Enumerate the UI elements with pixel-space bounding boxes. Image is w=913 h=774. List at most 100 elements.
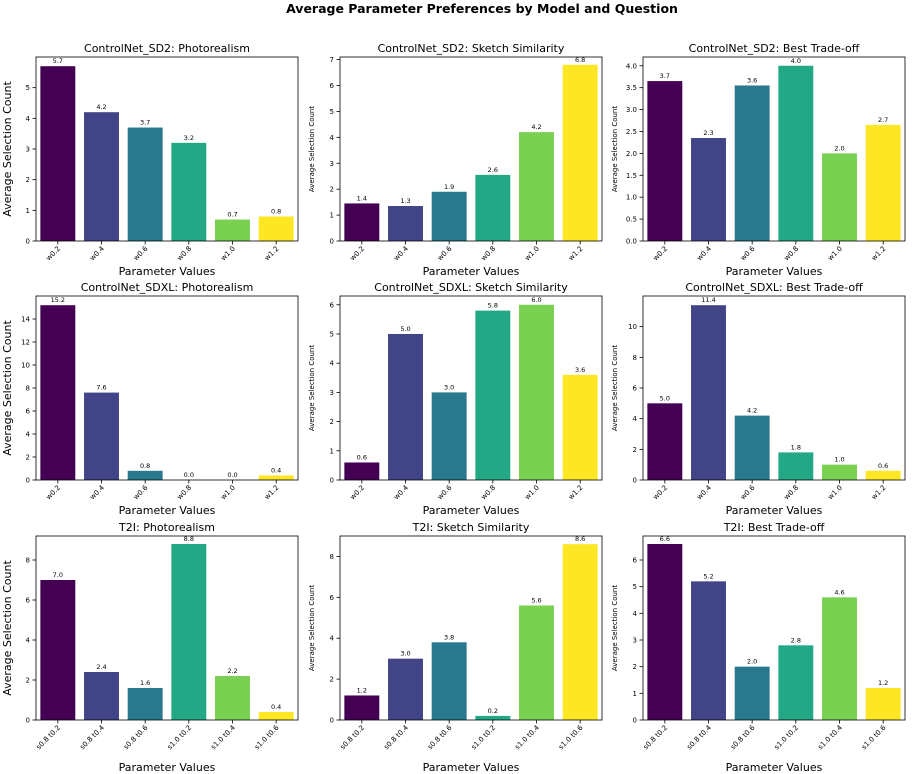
bar xyxy=(865,688,901,720)
x-tick-label: w0.2 xyxy=(652,245,670,263)
bar-value-label: 1.8 xyxy=(791,443,801,451)
bar-value-label: 0.4 xyxy=(271,703,281,711)
x-tick-label: w0.2 xyxy=(349,245,367,263)
x-tick-label: w0.4 xyxy=(392,244,410,262)
x-tick-label: s1.0 t0.6 xyxy=(253,723,281,751)
y-tick-label: 3.0 xyxy=(626,106,637,114)
x-tick-label: s1.0 t0.6 xyxy=(860,723,888,751)
bar-value-label: 0.0 xyxy=(227,471,237,479)
x-tick-label: s1.0 t0.4 xyxy=(209,723,237,751)
y-tick-label: 6 xyxy=(633,557,638,565)
bar-value-label: 3.0 xyxy=(444,383,454,391)
x-tick-label: w1.2 xyxy=(263,484,281,502)
bar xyxy=(84,392,119,480)
x-tick-label: w1.2 xyxy=(870,245,888,263)
subplot-title: ControlNet_SD2: Sketch Similarity xyxy=(378,42,565,55)
bar-value-label: 3.0 xyxy=(400,650,410,658)
y-axis-label: Average Selection Count xyxy=(308,345,316,431)
bar-value-label: 2.0 xyxy=(834,144,844,152)
x-tick-label: w1.2 xyxy=(263,245,281,263)
bar-value-label: 2.7 xyxy=(878,116,888,124)
bar xyxy=(40,580,76,720)
x-axis-label: Parameter Values xyxy=(119,504,216,517)
bar xyxy=(127,470,163,480)
x-tick-label: w0.6 xyxy=(436,244,454,262)
subplot-9: T2I: Best Trade-off 6.6 s0.8 t0.2 5.2 s0.8 t… xyxy=(611,521,906,774)
y-tick-label: 0 xyxy=(633,477,637,485)
y-tick-label: 10 xyxy=(21,362,30,370)
x-tick-label: s1.0 t0.2 xyxy=(470,724,497,751)
y-tick-label: 8 xyxy=(633,354,637,362)
bar xyxy=(519,132,554,241)
bar-value-label: 2.4 xyxy=(96,663,106,671)
plot-frame xyxy=(642,535,906,721)
x-tick-label: w0.8 xyxy=(480,484,498,502)
subplot-title: ControlNet_SDXL: Photorealism xyxy=(81,281,254,294)
bar xyxy=(519,605,554,720)
y-tick-label: 4.0 xyxy=(626,62,637,70)
subplot-3: ControlNet_SD2: Best Trade-off 3.7 w0.2 2.3… xyxy=(611,42,906,278)
bar-value-label: 1.6 xyxy=(140,679,150,687)
y-tick-label: 4 xyxy=(26,637,31,645)
bar-value-label: 6.8 xyxy=(575,56,585,64)
bar xyxy=(84,672,119,720)
x-tick-label: w1.2 xyxy=(567,245,585,263)
y-tick-label: 2.0 xyxy=(626,150,637,158)
y-tick-label: 3 xyxy=(330,389,334,397)
bar-value-label: 1.2 xyxy=(878,679,888,687)
y-tick-label: 12 xyxy=(21,339,30,347)
y-tick-label: 8 xyxy=(26,385,30,393)
bar-value-label: 6.0 xyxy=(531,296,541,304)
x-tick-label: w1.0 xyxy=(523,245,541,263)
x-tick-label: s0.8 t0.4 xyxy=(382,723,410,751)
x-tick-label: w0.2 xyxy=(45,484,63,502)
bar-value-label: 3.6 xyxy=(747,76,757,84)
bar-value-label: 4.2 xyxy=(747,407,757,415)
subplot-title: T2I: Sketch Similarity xyxy=(412,521,530,534)
y-tick-label: 8 xyxy=(330,553,334,561)
y-tick-label: 2 xyxy=(633,663,637,671)
x-tick-label: s0.8 t0.6 xyxy=(729,723,757,751)
y-tick-label: 2.5 xyxy=(626,128,637,136)
x-axis-label: Parameter Values xyxy=(726,265,823,278)
plot-frame xyxy=(339,295,603,481)
y-tick-label: 3.5 xyxy=(626,84,637,92)
y-tick-label: 0 xyxy=(26,717,30,725)
y-tick-label: 2 xyxy=(330,676,334,684)
bar xyxy=(258,712,294,720)
y-tick-label: 1 xyxy=(330,447,334,455)
bar-value-label: 8.8 xyxy=(184,535,194,543)
subplot-2: ControlNet_SD2: Sketch Similarity 1.4 w0.2… xyxy=(308,42,603,278)
bar-value-label: 0.0 xyxy=(184,471,194,479)
bar xyxy=(431,191,467,241)
x-tick-label: s0.8 t0.6 xyxy=(122,723,150,751)
x-tick-label: w0.8 xyxy=(783,484,801,502)
bar-value-label: 5.2 xyxy=(703,572,713,580)
bar-value-label: 0.8 xyxy=(140,462,150,470)
bar xyxy=(822,597,857,720)
x-tick-label: w1.0 xyxy=(826,484,844,502)
y-tick-label: 8 xyxy=(26,557,30,565)
subplot-title: ControlNet_SD2: Photorealism xyxy=(84,42,250,55)
y-tick-label: 1 xyxy=(26,207,30,215)
y-tick-label: 6 xyxy=(26,408,31,416)
y-tick-label: 2 xyxy=(330,186,334,194)
y-tick-label: 4 xyxy=(633,415,638,423)
y-axis-label: Average Selection Count xyxy=(611,345,619,431)
y-tick-label: 5 xyxy=(633,583,637,591)
x-tick-label: s1.0 t0.4 xyxy=(816,723,844,751)
plot-frame xyxy=(339,535,603,721)
bar xyxy=(344,203,380,241)
y-tick-label: 2 xyxy=(330,418,334,426)
x-tick-label: s0.8 t0.6 xyxy=(426,723,454,751)
y-tick-label: 2 xyxy=(26,677,30,685)
bar xyxy=(691,138,726,241)
x-tick-label: s1.0 t0.6 xyxy=(557,723,585,751)
x-tick-label: s0.8 t0.4 xyxy=(78,723,106,751)
y-tick-label: 7 xyxy=(330,56,334,64)
x-tick-label: w1.2 xyxy=(567,484,585,502)
plot-frame xyxy=(642,56,906,242)
y-tick-label: 6 xyxy=(330,301,335,309)
bar xyxy=(388,206,423,241)
